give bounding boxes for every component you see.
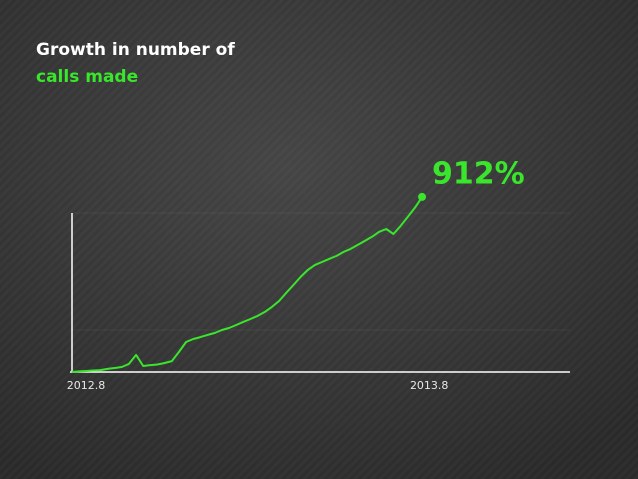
x-tick-label: 2013.8 <box>410 379 449 392</box>
chart-title: calls made <box>36 67 138 87</box>
x-tick-label: 2012.8 <box>67 379 106 392</box>
chart-title: Growth in number of <box>36 40 235 60</box>
value-label: 912% <box>432 156 525 191</box>
end-point <box>418 192 427 201</box>
line <box>71 196 423 373</box>
